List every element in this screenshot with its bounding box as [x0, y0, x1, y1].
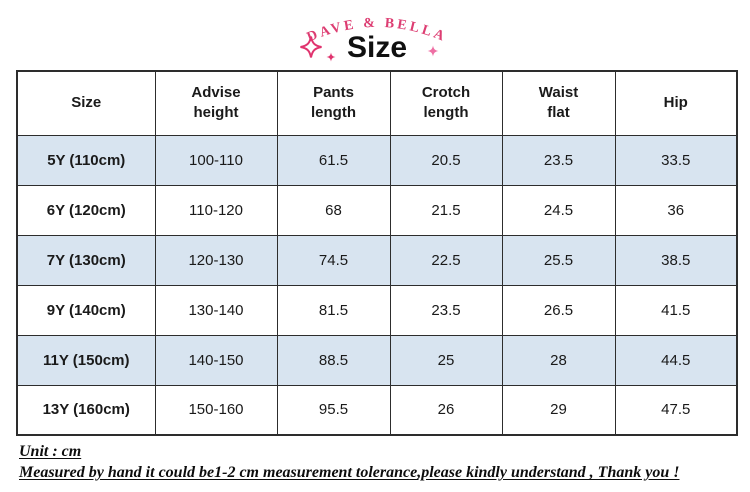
- cell-advise-height: 150-160: [154, 384, 278, 436]
- header-label: Waist: [538, 84, 579, 101]
- header-cell-advise-height: Advise height: [154, 70, 278, 136]
- table-row: 13Y (160cm) 150-160 95.5 26 29 47.5: [16, 384, 738, 436]
- cell-pants-length: 95.5: [276, 384, 391, 436]
- header-label: Hip: [663, 94, 688, 112]
- cell-advise-height: 130-140: [154, 284, 278, 336]
- header-cell-waist-flat: Waist flat: [501, 70, 616, 136]
- cell-pants-length: 61.5: [276, 134, 391, 186]
- cell-advise-height: 110-120: [154, 184, 278, 236]
- cell-pants-length: 81.5: [276, 284, 391, 336]
- table-row: 5Y (110cm) 100-110 61.5 20.5 23.5 33.5: [16, 134, 738, 186]
- cell-advise-height: 100-110: [154, 134, 278, 186]
- header-cell-crotch-length: Crotch length: [389, 70, 503, 136]
- header-label: length: [311, 104, 356, 122]
- cell-size: 13Y (160cm): [16, 384, 156, 436]
- header-label: height: [193, 104, 239, 122]
- header-label: length: [423, 104, 469, 122]
- cell-hip: 38.5: [614, 234, 738, 286]
- cell-waist-flat: 24.5: [501, 184, 616, 236]
- header-cell-pants-length: Pants length: [276, 70, 391, 136]
- size-chart-table: Size Advise height Pants length Crotch l…: [16, 70, 738, 436]
- cell-size: 5Y (110cm): [16, 134, 156, 186]
- sparkle-right-icon: [427, 45, 439, 57]
- header-label: Crotch: [421, 84, 471, 101]
- cell-hip: 41.5: [614, 284, 738, 336]
- cell-hip: 44.5: [614, 334, 738, 386]
- header-graphic: DAVE & BELLA Size: [299, 16, 446, 64]
- cell-advise-height: 120-130: [154, 234, 278, 286]
- cell-crotch-length: 26: [389, 384, 503, 436]
- cell-waist-flat: 28: [501, 334, 616, 386]
- cell-waist-flat: 29: [501, 384, 616, 436]
- cell-hip: 47.5: [614, 384, 738, 436]
- header-label: Advise: [191, 84, 241, 101]
- table-row: 7Y (130cm) 120-130 74.5 22.5 25.5 38.5: [16, 234, 738, 286]
- sparkle-small-icon: [326, 52, 336, 62]
- cell-advise-height: 140-150: [154, 334, 278, 386]
- cell-crotch-length: 23.5: [389, 284, 503, 336]
- cell-waist-flat: 23.5: [501, 134, 616, 186]
- footer-unit: Unit : cm: [19, 443, 82, 460]
- cell-size: 9Y (140cm): [16, 284, 156, 336]
- cell-pants-length: 74.5: [276, 234, 391, 286]
- header-label: flat: [547, 104, 570, 122]
- header-label: Pants: [313, 84, 354, 101]
- cell-waist-flat: 25.5: [501, 234, 616, 286]
- table-row: 6Y (120cm) 110-120 68 21.5 24.5 36: [16, 184, 738, 236]
- cell-waist-flat: 26.5: [501, 284, 616, 336]
- cell-crotch-length: 25: [389, 334, 503, 386]
- cell-hip: 36: [614, 184, 738, 236]
- cell-size: 7Y (130cm): [16, 234, 156, 286]
- table-row: 11Y (150cm) 140-150 88.5 25 28 44.5: [16, 334, 738, 386]
- header-cell-hip: Hip: [614, 70, 738, 136]
- cell-hip: 33.5: [614, 134, 738, 186]
- footer-tolerance-note: Measured by hand it could be1-2 cm measu…: [19, 464, 680, 482]
- cell-pants-length: 68: [276, 184, 391, 236]
- table-header-row: Size Advise height Pants length Crotch l…: [16, 70, 738, 136]
- footer-notes: Unit : cm Measured by hand it could be1-…: [19, 441, 750, 483]
- cell-crotch-length: 22.5: [389, 234, 503, 286]
- cell-size: 11Y (150cm): [16, 334, 156, 386]
- header-cell-size: Size: [16, 70, 156, 136]
- cell-pants-length: 88.5: [276, 334, 391, 386]
- cell-crotch-length: 20.5: [389, 134, 503, 186]
- header-label: Size: [71, 94, 102, 112]
- page-header: DAVE & BELLA Size: [0, 0, 750, 66]
- page-title: Size: [347, 31, 407, 64]
- table-row: 9Y (140cm) 130-140 81.5 23.5 26.5 41.5: [16, 284, 738, 336]
- cell-size: 6Y (120cm): [16, 184, 156, 236]
- cell-crotch-length: 21.5: [389, 184, 503, 236]
